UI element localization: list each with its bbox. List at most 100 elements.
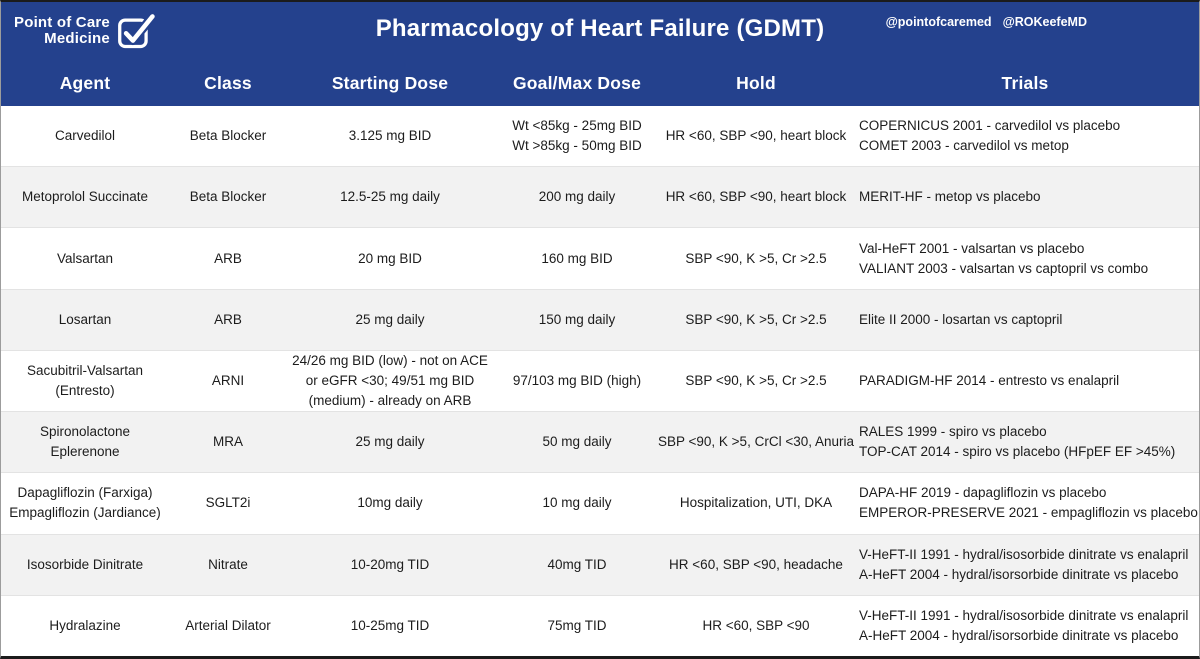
cell-agent: Sacubitril-Valsartan (Entresto) <box>1 361 169 401</box>
social-handles: @pointofcaremed @ROKeefeMD <box>886 15 1087 29</box>
cell-starting-dose: 24/26 mg BID (low) - not on ACE or eGFR <… <box>287 351 493 411</box>
brand-name-line2: Medicine <box>44 30 110 47</box>
cell-text: Losartan <box>58 311 112 327</box>
cell-text: V-HeFT-II 1991 - hydral/isosorbide dinit… <box>859 546 1189 562</box>
cell-text: A-HeFT 2004 - hydral/isorsorbide dinitra… <box>859 566 1179 582</box>
cell-trials: V-HeFT-II 1991 - hydral/isosorbide dinit… <box>851 606 1199 646</box>
cell-starting-dose: 20 mg BID <box>287 249 493 269</box>
table-row: Carvedilol Beta Blocker 3.125 mg BID Wt … <box>1 106 1199 166</box>
table-row: Metoprolol Succinate Beta Blocker 12.5-2… <box>1 166 1199 228</box>
cell-text: Eplerenone <box>50 444 120 460</box>
cell-text: Empagliflozin (Jardiance) <box>9 505 161 521</box>
cell-text: HR <60, SBP <90, heart block <box>665 189 847 205</box>
header-top-band: Point of Care Medicine Pharmacology of H… <box>1 2 1199 60</box>
cell-text: SGLT2i <box>205 495 251 511</box>
table-row: Spironolactone Eplerenone MRA 25 mg daily… <box>1 411 1199 473</box>
checkbox-check-icon <box>117 12 157 50</box>
table-row: Valsartan ARB 20 mg BID 160 mg BID SBP <… <box>1 227 1199 288</box>
cell-trials: Val-HeFT 2001 - valsartan vs placebo VALI… <box>851 239 1199 279</box>
cell-text: 10-20mg TID <box>350 556 430 572</box>
cell-starting-dose: 12.5-25 mg daily <box>287 187 493 207</box>
cell-text: VALIANT 2003 - valsartan vs captopril vs… <box>859 260 1149 276</box>
cell-text: 25 mg daily <box>355 434 425 450</box>
cell-text: 200 mg daily <box>538 189 616 205</box>
cell-text: HR <60, SBP <90, headache <box>669 556 843 572</box>
cell-starting-dose: 25 mg daily <box>287 432 493 452</box>
cell-text: SBP <90, K >5, Cr >2.5 <box>685 372 827 388</box>
column-header-class: Class <box>204 72 252 93</box>
cell-class: ARB <box>169 249 287 269</box>
column-header-goal-max-dose: Goal/Max Dose <box>512 72 642 93</box>
cell-text: Metoprolol Succinate <box>21 189 149 205</box>
table-row: Hydralazine Arterial Dilator 10-25mg TID… <box>1 594 1199 656</box>
cell-class: ARNI <box>169 371 287 391</box>
cell-agent: Isosorbide Dinitrate <box>1 555 169 575</box>
cell-text: or eGFR <30; 49/51 mg BID <box>305 372 475 388</box>
cell-text: COPERNICUS 2001 - carvedilol vs placebo <box>859 118 1121 134</box>
cell-hold: HR <60, SBP <90, heart block <box>661 126 851 146</box>
cell-agent: Valsartan <box>1 249 169 269</box>
cell-text: RALES 1999 - spiro vs placebo <box>859 424 1047 440</box>
cell-text: DAPA-HF 2019 - dapagliflozin vs placebo <box>859 485 1107 501</box>
table-body: Carvedilol Beta Blocker 3.125 mg BID Wt … <box>1 106 1199 656</box>
page-title: Pharmacology of Heart Failure (GDMT) <box>375 15 825 42</box>
cell-text: 24/26 mg BID (low) - not on ACE <box>292 352 488 368</box>
cell-class: Arterial Dilator <box>169 616 287 636</box>
cell-text: 150 mg daily <box>538 311 616 327</box>
cell-starting-dose: 10mg daily <box>287 493 493 513</box>
cell-text: Hydralazine <box>49 617 121 633</box>
cell-text: MRA <box>213 434 243 450</box>
column-header-trials: Trials <box>1001 72 1049 93</box>
cell-agent: Losartan <box>1 310 169 330</box>
cell-agent: Carvedilol <box>1 126 169 146</box>
cell-text: 10-25mg TID <box>350 617 430 633</box>
cell-trials: PARADIGM-HF 2014 - entresto vs enalapril <box>851 371 1199 391</box>
cell-text: 97/103 mg BID (high) <box>512 372 642 388</box>
column-header-agent: Agent <box>59 72 111 93</box>
cell-hold: Hospitalization, UTI, DKA <box>661 493 851 513</box>
brand-name-line1: Point of Care <box>14 14 110 31</box>
table-row: Dapagliflozin (Farxiga) Empagliflozin (Ja… <box>1 472 1199 533</box>
header-band: Point of Care Medicine Pharmacology of H… <box>1 2 1199 106</box>
cell-text: COMET 2003 - carvedilol vs metop <box>859 138 1069 154</box>
cell-text: HR <60, SBP <90, heart block <box>665 128 847 144</box>
cell-trials: COPERNICUS 2001 - carvedilol vs placebo C… <box>851 116 1199 156</box>
cell-text: 50 mg daily <box>542 434 612 450</box>
cell-hold: SBP <90, K >5, Cr >2.5 <box>661 249 851 269</box>
social-handle-rokeefemd: @ROKeefeMD <box>1002 15 1087 29</box>
cell-text: V-HeFT-II 1991 - hydral/isosorbide dinit… <box>859 607 1189 623</box>
cell-text: (Entresto) <box>55 382 115 398</box>
cell-class: Beta Blocker <box>169 187 287 207</box>
cell-text: Elite II 2000 - losartan vs captopril <box>859 311 1063 327</box>
cell-text: EMPEROR-PRESERVE 2021 - empagliflozin vs… <box>859 505 1198 521</box>
cell-goal-max-dose: 40mg TID <box>493 555 661 575</box>
cell-text: Sacubitril-Valsartan <box>26 362 144 378</box>
cell-hold: SBP <90, K >5, CrCl <30, Anuria <box>658 432 854 452</box>
cell-trials: DAPA-HF 2019 - dapagliflozin vs placebo E… <box>851 483 1199 523</box>
column-header-starting-dose: Starting Dose <box>331 72 449 93</box>
cell-text: Nitrate <box>208 556 248 572</box>
cell-hold: HR <60, SBP <90, headache <box>661 555 851 575</box>
cell-hold: HR <60, SBP <90 <box>661 616 851 636</box>
cell-class: Beta Blocker <box>169 126 287 146</box>
cell-trials: RALES 1999 - spiro vs placebo TOP-CAT 201… <box>851 422 1199 462</box>
cell-hold: SBP <90, K >5, Cr >2.5 <box>661 371 851 391</box>
cell-text: 160 mg BID <box>541 250 613 266</box>
cell-starting-dose: 3.125 mg BID <box>287 126 493 146</box>
cell-goal-max-dose: 10 mg daily <box>493 493 661 513</box>
cell-class: ARB <box>169 310 287 330</box>
cell-agent: Spironolactone Eplerenone <box>1 422 169 462</box>
cell-text: 25 mg daily <box>355 311 425 327</box>
cell-goal-max-dose: 97/103 mg BID (high) <box>493 371 661 391</box>
cell-trials: Elite II 2000 - losartan vs captopril <box>851 310 1199 330</box>
table-row: Losartan ARB 25 mg daily 150 mg daily SB… <box>1 288 1199 350</box>
cell-agent: Dapagliflozin (Farxiga) Empagliflozin (Ja… <box>1 483 169 523</box>
cell-class: SGLT2i <box>169 493 287 513</box>
cell-goal-max-dose: 50 mg daily <box>493 432 661 452</box>
cell-goal-max-dose: 160 mg BID <box>493 249 661 269</box>
cell-text: TOP-CAT 2014 - spiro vs placebo (HFpEF E… <box>859 444 1176 460</box>
cell-text: 40mg TID <box>547 556 607 572</box>
cell-text: Dapagliflozin (Farxiga) <box>17 485 153 501</box>
cell-goal-max-dose: 200 mg daily <box>493 187 661 207</box>
